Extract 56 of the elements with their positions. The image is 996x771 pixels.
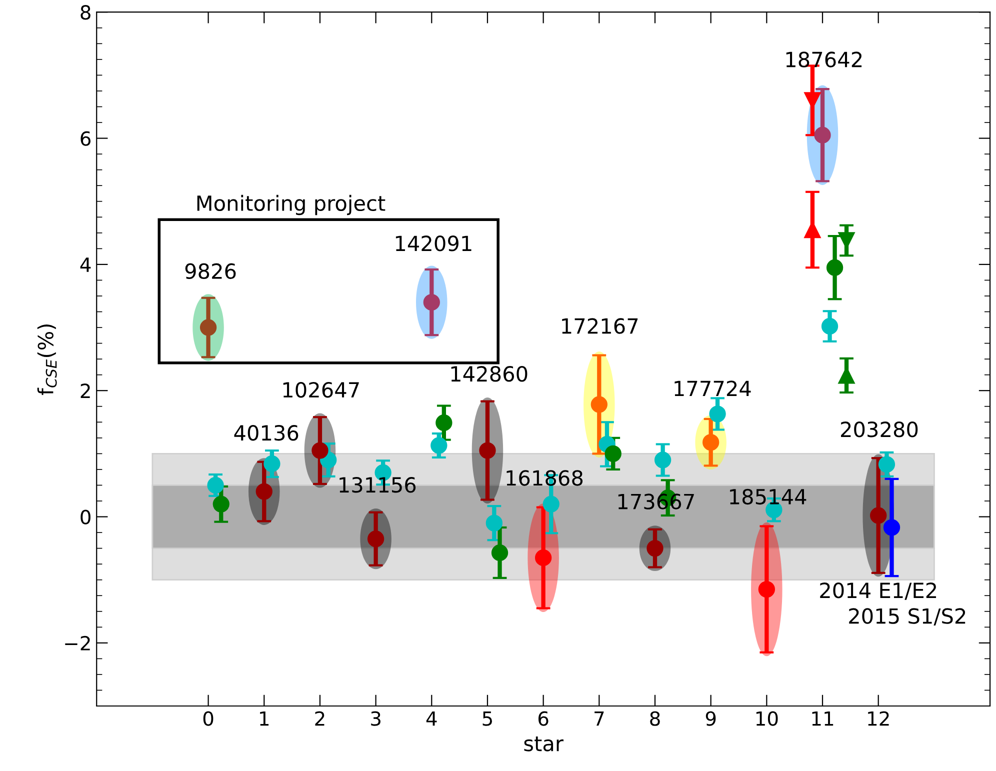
point bbox=[486, 514, 503, 532]
x-tick-label: 6 bbox=[538, 711, 548, 726]
point bbox=[870, 507, 887, 524]
y-tick-label: 8 bbox=[80, 5, 90, 20]
x-tick-label: 12 bbox=[868, 711, 889, 726]
annotation: 40136 bbox=[234, 424, 298, 441]
y-tick-label: 2 bbox=[80, 384, 90, 398]
annotation: 142860 bbox=[451, 366, 528, 382]
annotation: 2015 S1/S2 bbox=[849, 608, 966, 626]
annotation: 187642 bbox=[786, 52, 862, 68]
annotation: Monitoring project bbox=[197, 194, 386, 216]
annotation: 131156 bbox=[340, 477, 416, 493]
x-axis-title: star bbox=[524, 736, 564, 752]
y-tick-label: 0 bbox=[80, 510, 90, 524]
annotation: 172167 bbox=[562, 318, 638, 334]
x-tick-label: 7 bbox=[594, 711, 604, 726]
x-tick-label: 4 bbox=[426, 711, 437, 726]
annotation: 203280 bbox=[841, 422, 918, 438]
x-tick-label: 11 bbox=[812, 711, 834, 726]
point bbox=[709, 406, 726, 422]
x-tick-label: 9 bbox=[706, 711, 716, 726]
point bbox=[212, 496, 230, 512]
point bbox=[479, 442, 496, 459]
x-tick-label: 2 bbox=[315, 711, 324, 726]
point bbox=[878, 456, 896, 473]
point bbox=[430, 437, 448, 454]
y-tick-label: 6 bbox=[80, 131, 91, 146]
point bbox=[883, 519, 900, 536]
x-tick-label: 3 bbox=[371, 711, 380, 726]
point bbox=[604, 445, 622, 462]
x-tick-label: 8 bbox=[650, 711, 660, 726]
annotation: 9826 bbox=[185, 263, 236, 280]
annotation: 177724 bbox=[674, 380, 751, 396]
point bbox=[590, 396, 608, 413]
point bbox=[264, 455, 280, 472]
point bbox=[542, 496, 560, 512]
point bbox=[821, 318, 838, 335]
annotation: 142091 bbox=[396, 236, 472, 252]
y-tick-label: 4 bbox=[80, 258, 91, 272]
annotation: 185144 bbox=[730, 488, 806, 505]
x-tick-label: 5 bbox=[482, 711, 492, 726]
x-tick-label: 10 bbox=[756, 711, 778, 726]
point bbox=[826, 259, 844, 276]
point bbox=[423, 294, 440, 311]
y-tick-label: −2 bbox=[65, 636, 90, 650]
point bbox=[491, 544, 508, 562]
x-tick-label: 1 bbox=[260, 711, 269, 726]
point bbox=[814, 126, 831, 144]
annotation: 2014 E1/E2 bbox=[820, 582, 936, 600]
point bbox=[312, 442, 328, 459]
y-axis-title: f$_{CSE}$(%) bbox=[37, 324, 57, 396]
point bbox=[207, 476, 224, 494]
point bbox=[436, 414, 452, 432]
point bbox=[654, 452, 672, 468]
x-tick-label: 0 bbox=[203, 711, 214, 726]
annotation: 102647 bbox=[283, 382, 359, 398]
